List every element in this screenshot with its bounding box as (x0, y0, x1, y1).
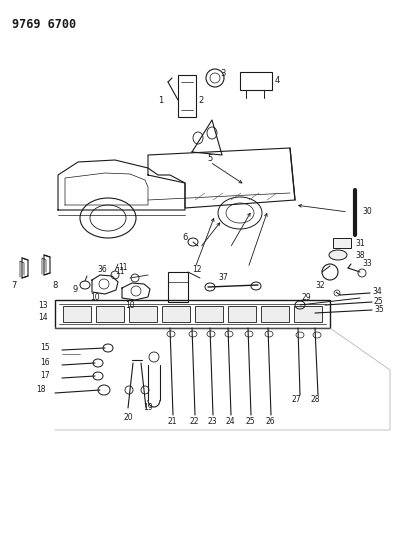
Bar (55, 300, 329, 328)
Text: 38: 38 (354, 251, 364, 260)
Ellipse shape (328, 250, 346, 260)
Text: 20: 20 (123, 414, 133, 423)
Bar (261, 306, 288, 322)
Text: 11: 11 (115, 268, 125, 277)
Text: 31: 31 (354, 238, 364, 247)
Bar (239, 72, 271, 90)
Text: 36: 36 (97, 265, 107, 274)
Bar (332, 238, 350, 248)
Text: 5: 5 (207, 154, 212, 163)
Bar (162, 306, 189, 322)
Text: 9: 9 (72, 286, 78, 295)
Text: 21: 21 (167, 417, 176, 426)
Text: 15: 15 (40, 343, 50, 352)
Text: 37: 37 (218, 273, 227, 282)
Text: 23: 23 (207, 417, 216, 426)
Text: 4: 4 (274, 76, 280, 85)
Text: 25: 25 (373, 297, 383, 306)
Text: 22: 22 (189, 417, 198, 426)
Text: 32: 32 (315, 280, 324, 289)
Text: 18: 18 (36, 385, 46, 394)
Text: 16: 16 (40, 359, 50, 367)
Text: 11: 11 (118, 263, 127, 272)
Text: 30: 30 (361, 207, 371, 216)
Bar (227, 306, 255, 322)
Text: 9769 6700: 9769 6700 (12, 18, 76, 31)
Text: 35: 35 (373, 305, 383, 314)
Text: 7: 7 (11, 280, 17, 289)
Text: 34: 34 (371, 287, 381, 296)
Bar (129, 306, 157, 322)
Text: 17: 17 (40, 372, 50, 381)
Text: 26: 26 (265, 417, 274, 426)
Text: 14: 14 (38, 313, 48, 322)
Text: 8: 8 (52, 280, 58, 289)
Bar (168, 272, 188, 302)
Bar (293, 306, 321, 322)
Text: 27: 27 (290, 395, 300, 405)
Text: 10: 10 (125, 301, 135, 310)
Text: 3: 3 (220, 69, 225, 77)
Text: 33: 33 (361, 259, 371, 268)
Bar (63, 306, 91, 322)
Bar (195, 306, 222, 322)
Text: 12: 12 (191, 265, 201, 274)
Text: 13: 13 (38, 301, 48, 310)
Text: 2: 2 (198, 95, 203, 104)
Text: 19: 19 (143, 403, 153, 413)
Text: 6: 6 (182, 233, 188, 243)
Bar (96, 306, 124, 322)
Text: 10: 10 (90, 294, 99, 303)
Bar (178, 75, 196, 117)
Text: 1: 1 (157, 95, 163, 104)
Text: 29: 29 (301, 294, 311, 303)
Text: 25: 25 (245, 417, 254, 426)
Text: 28: 28 (310, 395, 319, 405)
Text: 24: 24 (225, 417, 234, 426)
